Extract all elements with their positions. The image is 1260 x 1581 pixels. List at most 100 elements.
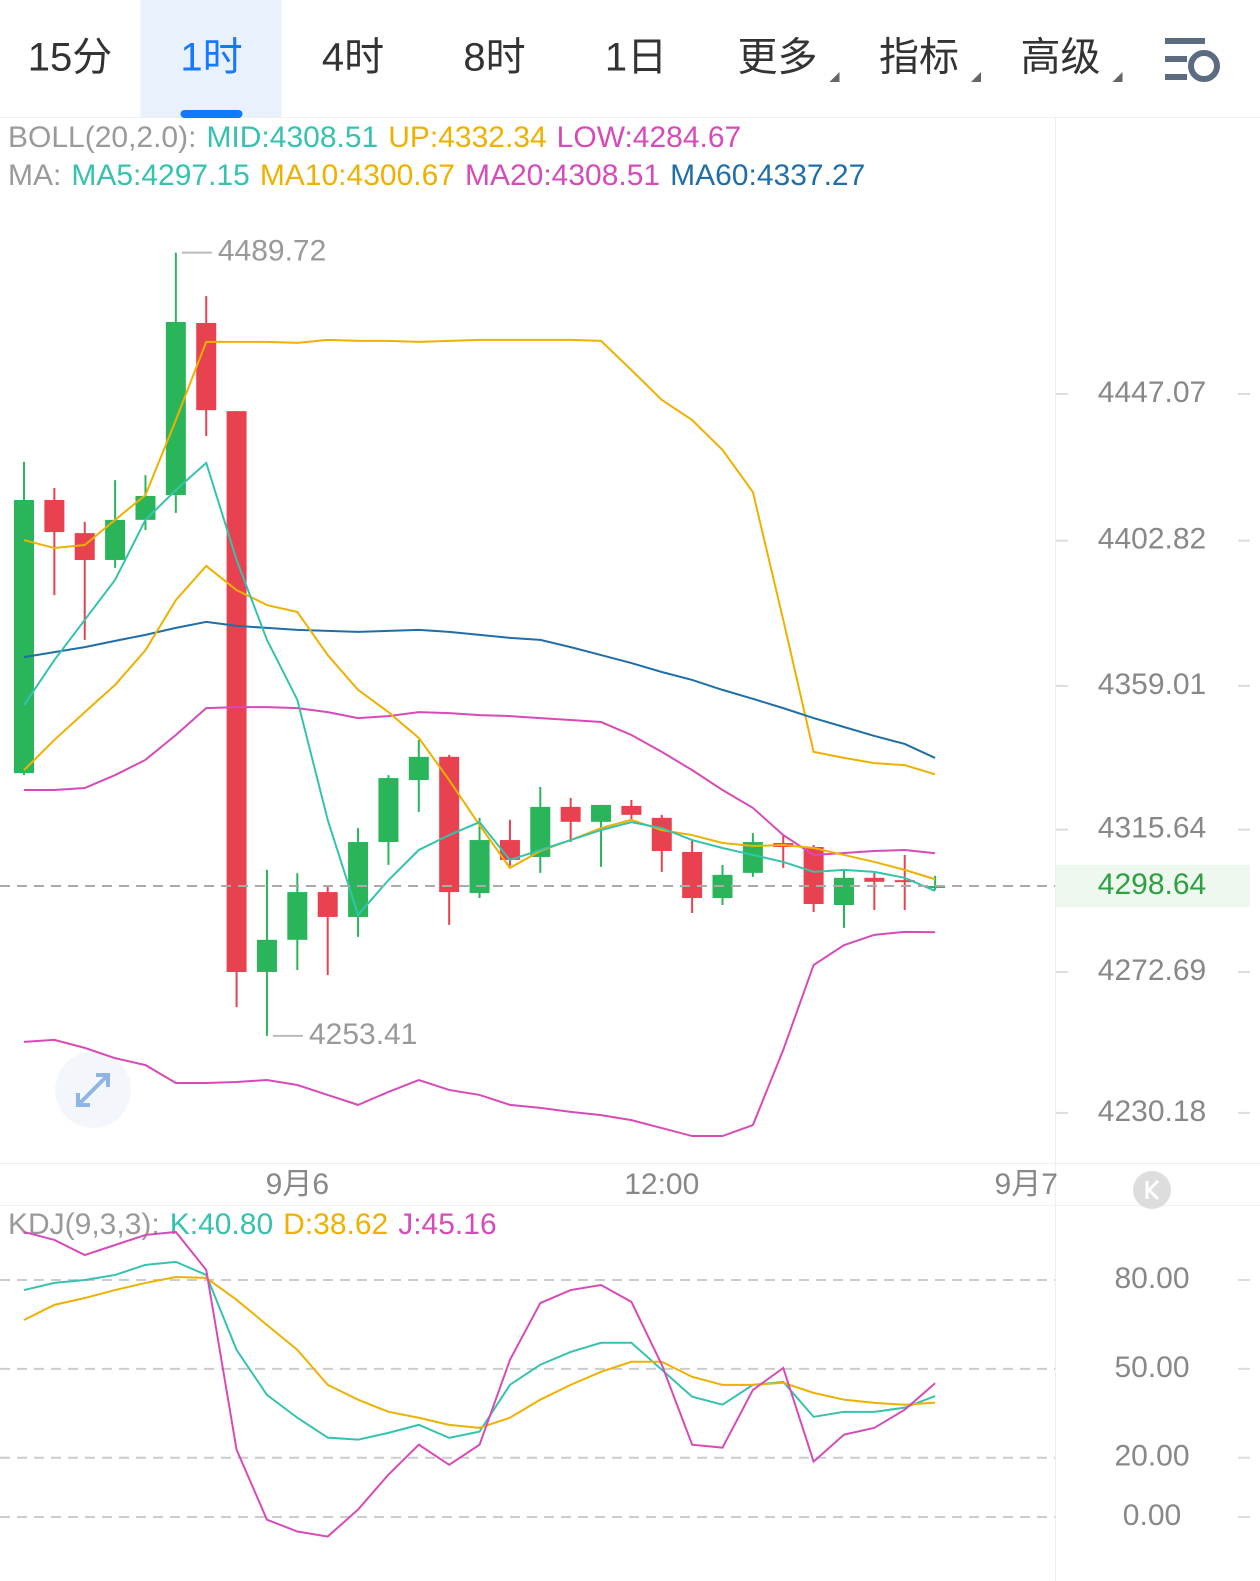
expand-button[interactable] <box>55 1052 131 1128</box>
candle-body <box>833 877 854 906</box>
candle-body <box>439 756 460 893</box>
extreme-label: 4489.72 <box>218 235 326 268</box>
expand-icon <box>76 1073 110 1107</box>
candle-body <box>621 805 642 815</box>
candle-body <box>591 804 612 822</box>
tab-label: 指标 <box>879 36 959 80</box>
candle-body <box>560 806 581 822</box>
tab[interactable]: 15分 <box>28 36 113 80</box>
menu-arrow <box>971 72 981 82</box>
tab-active-bg <box>140 0 282 117</box>
legend-title: MA: <box>8 159 61 192</box>
panel-divider <box>0 1205 1260 1206</box>
candle-body <box>408 756 429 781</box>
tab-divider <box>0 117 1260 118</box>
tab-label: 1日 <box>605 36 667 80</box>
candle-body <box>44 499 65 533</box>
indicator-line <box>23 461 936 917</box>
settings-icon[interactable] <box>1165 38 1220 82</box>
y-tick-label: 4315.64 <box>1098 812 1206 845</box>
candle-body <box>105 519 126 560</box>
y-tick-label: 4402.82 <box>1098 523 1206 556</box>
candle-body <box>256 939 277 972</box>
indicator-line <box>24 706 936 856</box>
candle-body <box>894 880 915 883</box>
legend-item: MA20:4308.51 <box>465 159 660 192</box>
back-button[interactable] <box>1133 1171 1171 1209</box>
last-price-label: 4298.64 <box>1098 868 1206 901</box>
candle-body <box>682 851 703 899</box>
candle-body <box>287 892 308 940</box>
candle-body <box>196 322 217 411</box>
candle-body <box>226 411 247 972</box>
candle-body <box>803 847 824 905</box>
y-tick-label: 4230.18 <box>1098 1095 1206 1128</box>
legend-item: K:40.80 <box>170 1208 273 1241</box>
y-tick-label: 4359.01 <box>1098 668 1206 701</box>
legend: KDJ(9,3,3): K:40.80 D:38.62 J:45.16 <box>8 1208 497 1241</box>
tab[interactable]: 更多 <box>738 36 840 82</box>
tab[interactable]: 指标 <box>879 36 981 82</box>
y-tick-label: 4272.69 <box>1098 954 1206 987</box>
x-tick-label: 9月6 <box>266 1168 329 1201</box>
tab[interactable]: 1日 <box>605 36 667 80</box>
legend-item: J:45.16 <box>398 1208 496 1241</box>
menu-arrow <box>1112 72 1123 82</box>
tab-label: 4时 <box>322 36 384 80</box>
tab-label: 15分 <box>28 36 113 80</box>
tab[interactable]: 8时 <box>463 36 525 80</box>
legend: MA: MA5:4297.15 MA10:4300.67 MA20:4308.51 MA… <box>8 159 865 192</box>
candle-body <box>742 842 763 873</box>
tab-label: 高级 <box>1021 36 1101 80</box>
y-tick-label: 20.00 <box>1114 1440 1189 1473</box>
legend-item: MA10:4300.67 <box>260 159 455 192</box>
candle-body <box>651 817 672 851</box>
legend-title: BOLL(20,2.0): <box>8 121 196 154</box>
tab[interactable]: 1时 <box>140 0 282 118</box>
extreme-label: 4253.41 <box>309 1018 417 1051</box>
axis-divider <box>1055 117 1056 1581</box>
legend-item: D:38.62 <box>283 1208 388 1241</box>
candle-body <box>469 840 490 894</box>
y-tick-label: 50.00 <box>1114 1351 1189 1384</box>
tab-label: 1时 <box>180 36 242 80</box>
legend-item: MA60:4337.27 <box>670 159 865 192</box>
candle-body <box>14 499 34 774</box>
x-tick-label: 12:00 <box>624 1168 699 1201</box>
legend: BOLL(20,2.0): MID:4308.51 UP:4332.34 LOW:42… <box>8 121 741 154</box>
tab[interactable]: 高级 <box>1021 36 1123 82</box>
y-tick-label: 0.00 <box>1123 1499 1181 1532</box>
legend-item: MID:4308.51 <box>206 121 378 154</box>
tab-label: 更多 <box>738 36 818 80</box>
legend-title: KDJ(9,3,3): <box>8 1208 160 1241</box>
tab-label: 8时 <box>463 36 525 80</box>
indicator-line <box>23 930 936 1138</box>
candle-body <box>530 806 551 857</box>
indicator-line <box>23 564 936 881</box>
indicator-line <box>23 1275 936 1429</box>
icon-gear <box>1188 50 1220 82</box>
indicator-line <box>23 338 936 776</box>
tab[interactable]: 4时 <box>322 36 384 80</box>
legend-item: LOW:4284.67 <box>557 121 742 154</box>
y-tick-label: 80.00 <box>1114 1262 1189 1295</box>
icon-bar <box>1165 74 1187 80</box>
indicator-line <box>23 620 936 759</box>
indicator-line <box>23 1230 936 1538</box>
panel-divider <box>0 1163 1260 1164</box>
icon-bar <box>1165 56 1187 62</box>
icon-bar <box>1165 38 1205 44</box>
candle-body <box>378 778 399 843</box>
y-tick-label: 4447.07 <box>1098 376 1206 409</box>
back-bg <box>1133 1171 1171 1209</box>
candle-body <box>317 892 338 917</box>
x-tick-label: 9月7 <box>995 1168 1058 1201</box>
legend-item: MA5:4297.15 <box>71 159 249 192</box>
last-price-bg <box>1056 864 1250 907</box>
candle-body <box>864 877 885 882</box>
legend-item: UP:4332.34 <box>388 121 546 154</box>
tab-underline <box>180 110 243 118</box>
candle-body <box>165 321 186 495</box>
